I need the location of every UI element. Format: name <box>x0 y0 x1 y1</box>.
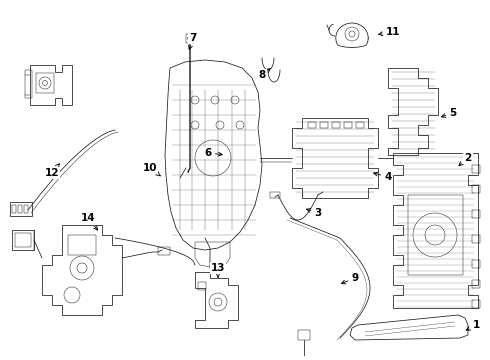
Bar <box>25 70 32 98</box>
Bar <box>298 330 310 340</box>
Bar <box>344 122 352 128</box>
Bar <box>472 185 480 193</box>
Text: 6: 6 <box>204 148 222 158</box>
Bar <box>356 122 364 128</box>
Bar <box>408 195 463 275</box>
Text: 5: 5 <box>441 108 457 118</box>
Bar <box>36 73 54 93</box>
Text: 11: 11 <box>379 27 400 37</box>
Text: 14: 14 <box>81 213 98 230</box>
Bar <box>320 122 328 128</box>
Bar <box>472 260 480 268</box>
Bar <box>24 205 28 213</box>
Bar <box>472 165 480 173</box>
Bar <box>158 247 170 255</box>
Text: 7: 7 <box>189 33 196 49</box>
Bar <box>332 122 340 128</box>
Bar <box>15 233 31 247</box>
Bar <box>10 202 32 216</box>
Text: 2: 2 <box>459 153 472 166</box>
Text: 8: 8 <box>258 69 270 80</box>
Bar <box>12 205 16 213</box>
Bar <box>186 34 194 43</box>
Bar <box>12 230 34 250</box>
Text: 3: 3 <box>307 208 321 218</box>
Text: 4: 4 <box>374 172 392 182</box>
Bar <box>68 235 96 255</box>
Text: 1: 1 <box>466 320 480 330</box>
Bar <box>472 210 480 218</box>
Bar <box>472 280 480 288</box>
Text: 13: 13 <box>211 263 225 277</box>
Bar <box>472 235 480 243</box>
Bar <box>270 192 280 198</box>
Text: 9: 9 <box>342 273 359 284</box>
Bar <box>308 122 316 128</box>
Text: 12: 12 <box>45 164 59 178</box>
Bar <box>472 300 480 308</box>
Bar <box>18 205 22 213</box>
Bar <box>198 282 206 290</box>
Text: 10: 10 <box>143 163 160 176</box>
